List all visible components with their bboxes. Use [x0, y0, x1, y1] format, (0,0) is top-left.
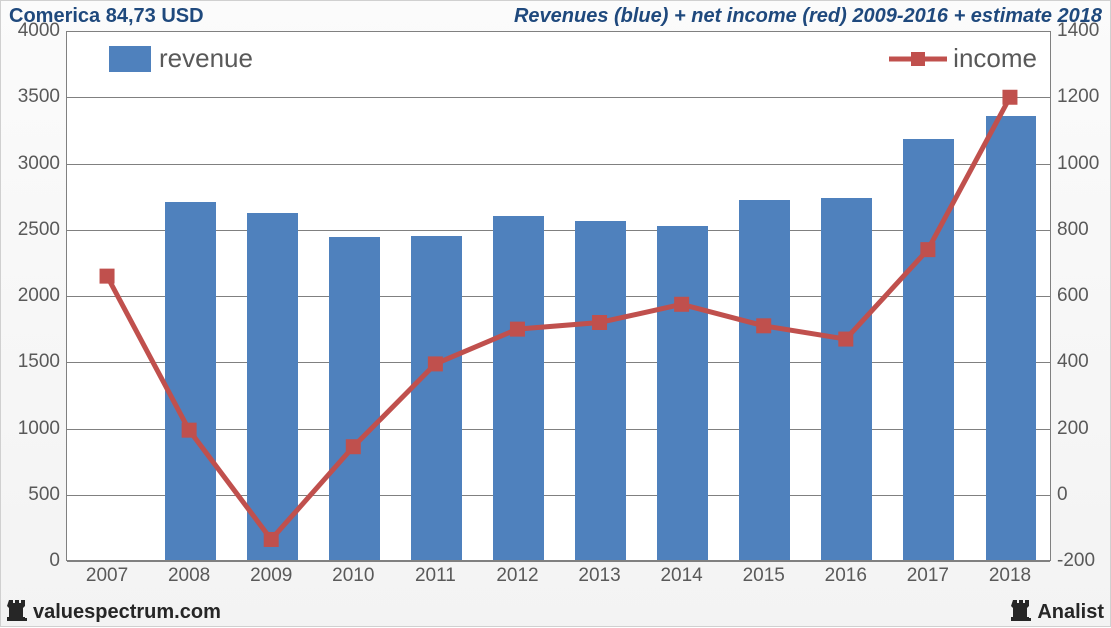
- legend-revenue-label: revenue: [159, 43, 253, 74]
- legend-income: income: [889, 43, 1037, 74]
- x-tick: 2009: [250, 565, 292, 587]
- legend-revenue: revenue: [109, 43, 253, 74]
- chart-footer: valuespectrum.com Analist: [1, 596, 1110, 624]
- y-tick-left: 2000: [5, 285, 60, 307]
- rook-icon: [7, 600, 29, 624]
- revenue-bar: [739, 200, 790, 560]
- footer-right: Analist: [1011, 600, 1104, 624]
- revenue-bar: [411, 236, 462, 560]
- gridline: [67, 561, 1050, 562]
- x-tick: 2011: [415, 565, 456, 587]
- y-tick-right: 0: [1057, 484, 1107, 506]
- y-tick-left: 3500: [5, 86, 60, 108]
- x-tick: 2007: [86, 565, 128, 587]
- y-tick-right: -200: [1057, 550, 1107, 572]
- x-tick: 2014: [660, 565, 702, 587]
- revenue-bar: [165, 202, 216, 560]
- footer-left: valuespectrum.com: [7, 600, 221, 624]
- y-tick-right: 200: [1057, 418, 1107, 440]
- gridline: [67, 97, 1050, 98]
- y-tick-left: 1000: [5, 418, 60, 440]
- revenue-bar: [493, 216, 544, 561]
- footer-left-text: valuespectrum.com: [33, 601, 221, 624]
- revenue-bar: [821, 198, 872, 560]
- y-tick-right: 1400: [1057, 20, 1107, 42]
- revenue-bar: [986, 116, 1037, 560]
- y-tick-right: 600: [1057, 285, 1107, 307]
- chart-title-right: Revenues (blue) + net income (red) 2009-…: [514, 5, 1102, 28]
- y-tick-left: 1500: [5, 351, 60, 373]
- legend-income-label: income: [953, 43, 1037, 74]
- y-tick-right: 800: [1057, 219, 1107, 241]
- y-tick-right: 400: [1057, 351, 1107, 373]
- x-tick: 2008: [168, 565, 210, 587]
- revenue-bar: [657, 226, 708, 560]
- footer-right-text: Analist: [1037, 601, 1104, 624]
- x-tick: 2015: [743, 565, 785, 587]
- gridline: [67, 31, 1050, 32]
- legend-revenue-swatch: [109, 46, 151, 72]
- x-tick: 2016: [825, 565, 867, 587]
- y-tick-right: 1000: [1057, 153, 1107, 175]
- revenue-bar: [903, 139, 954, 560]
- chart-container: Comerica 84,73 USD Revenues (blue) + net…: [0, 0, 1111, 627]
- plot-area: [66, 31, 1051, 561]
- x-tick: 2017: [907, 565, 949, 587]
- y-tick-left: 3000: [5, 153, 60, 175]
- legend-income-swatch: [889, 45, 947, 73]
- x-tick: 2012: [496, 565, 538, 587]
- x-tick: 2013: [578, 565, 620, 587]
- revenue-bar: [575, 221, 626, 560]
- y-tick-right: 1200: [1057, 86, 1107, 108]
- y-tick-left: 0: [5, 550, 60, 572]
- y-tick-left: 2500: [5, 219, 60, 241]
- rook-icon: [1011, 600, 1033, 624]
- revenue-bar: [247, 213, 298, 560]
- revenue-bar: [329, 237, 380, 560]
- chart-header: Comerica 84,73 USD Revenues (blue) + net…: [1, 3, 1110, 29]
- x-tick: 2010: [332, 565, 374, 587]
- y-tick-left: 4000: [5, 20, 60, 42]
- y-tick-left: 500: [5, 484, 60, 506]
- x-tick: 2018: [989, 565, 1031, 587]
